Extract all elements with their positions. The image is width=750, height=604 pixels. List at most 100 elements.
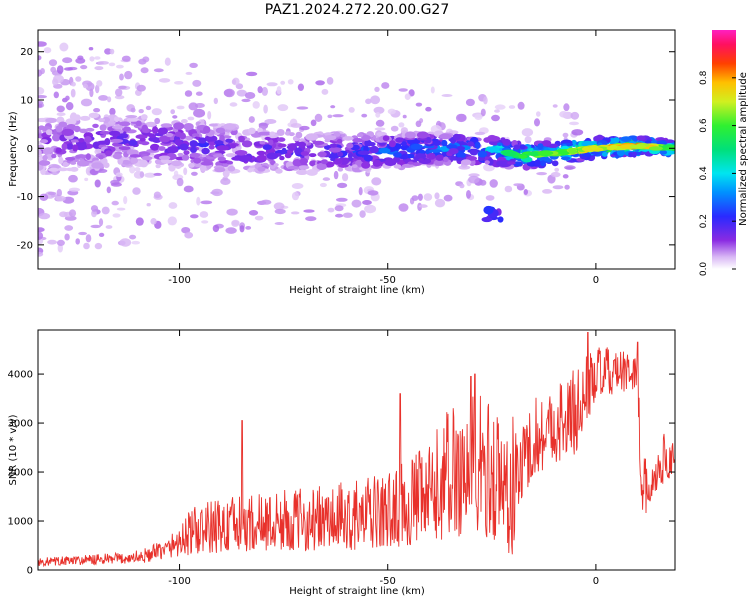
snr-x-tick-label: -50 (380, 576, 396, 587)
heatmap-ridge-cell (477, 150, 488, 158)
snr-y-tick-label: 4000 (8, 370, 33, 381)
heatmap-noise-cell (129, 234, 137, 240)
figure-title: PAZ1.2024.272.20.00.G27 (265, 2, 450, 18)
heatmap-ridge-cell (158, 155, 171, 160)
heatmap-ridge-cell (69, 113, 77, 120)
spectrogram-frame (37, 29, 676, 270)
heatmap-ridge-cell (157, 127, 168, 135)
heatmap-ridge-cell (217, 156, 226, 162)
spectrogram-x-label: Height of straight line (km) (289, 285, 425, 296)
heatmap-noise-cell (552, 104, 558, 108)
heatmap-noise-cell (94, 242, 103, 250)
heatmap-ridge-cell (486, 146, 500, 153)
heatmap-ridge-cell (198, 137, 207, 144)
heatmap-noise-cell (134, 167, 141, 172)
heatmap-noise-cell (425, 106, 432, 112)
heatmap-noise-cell (273, 202, 285, 211)
heatmap-noise-cell (119, 238, 132, 247)
heatmap-ridge-cell (181, 154, 190, 161)
heatmap-ridge-cell (175, 131, 182, 137)
heatmap-noise-cell (107, 96, 112, 103)
heatmap-ridge-cell (52, 134, 61, 142)
heatmap-ridge-cell (208, 144, 215, 150)
heatmap-ridge-cell (145, 121, 157, 127)
heatmap-ridge-cell (441, 139, 448, 147)
heatmap-noise-cell (374, 127, 386, 131)
snr-frame (37, 329, 676, 571)
heatmap-ridge-cell (298, 165, 310, 170)
heatmap-noise-cell (260, 199, 272, 205)
heatmap-ridge-cell (188, 163, 195, 168)
heatmap-noise-cell (494, 104, 506, 110)
heatmap-noise-cell (287, 79, 294, 85)
heatmap-noise-cell (332, 114, 344, 118)
heatmap-noise-cell (335, 197, 348, 202)
heatmap-noise-cell (145, 105, 152, 111)
heatmap-noise-cell (415, 102, 423, 107)
heatmap-ridge-cell (276, 129, 285, 136)
heatmap-noise-cell (64, 225, 74, 231)
heatmap-noise-cell (200, 200, 213, 205)
heatmap-noise-cell (213, 97, 218, 105)
heatmap-noise-cell (98, 218, 104, 227)
heatmap-noise-cell (342, 212, 353, 218)
heatmap-ridge-cell (141, 156, 153, 161)
heatmap-ridge-cell (79, 115, 91, 121)
heatmap-ridge-cell (66, 143, 74, 150)
heatmap-ridge-cell (590, 151, 600, 155)
heatmap-ridge-cell (189, 152, 201, 158)
heatmap-noise-cell (56, 239, 65, 246)
heatmap-noise-cell (112, 213, 121, 218)
heatmap-ridge-cell (85, 153, 91, 161)
heatmap-noise-cell (564, 184, 570, 190)
heatmap-ridge-cell (212, 154, 225, 158)
heatmap-noise-cell (443, 194, 453, 202)
heatmap-ridge-cell (410, 143, 423, 150)
spectrogram-heatmap (38, 41, 675, 257)
heatmap-noise-cell (554, 167, 560, 172)
heatmap-noise-cell (140, 67, 149, 74)
heatmap-ridge-cell (287, 165, 300, 170)
heatmap-noise-cell (75, 57, 86, 64)
heatmap-ridge-cell (287, 143, 297, 152)
heatmap-noise-cell (101, 206, 110, 215)
heatmap-ridge-cell (75, 154, 81, 159)
heatmap-ridge-cell (165, 132, 174, 138)
heatmap-ridge-cell (77, 159, 90, 167)
heatmap-noise-cell (199, 211, 209, 218)
heatmap-ridge-cell (193, 157, 202, 164)
heatmap-noise-cell (365, 98, 372, 105)
heatmap-noise-cell (167, 216, 177, 226)
heatmap-ridge-cell (631, 151, 637, 158)
heatmap-noise-cell (239, 225, 245, 233)
heatmap-noise-cell (423, 193, 433, 201)
heatmap-noise-cell (375, 119, 385, 127)
heatmap-ridge-cell (191, 133, 200, 137)
heatmap-noise-cell (523, 189, 528, 195)
heatmap-noise-cell (138, 58, 147, 65)
heatmap-noise-cell (517, 101, 525, 110)
heatmap-ridge-cell (401, 141, 407, 147)
heatmap-ridge-cell (214, 167, 226, 173)
heatmap-noise-cell (131, 240, 140, 245)
heatmap-ridge-cell (112, 153, 122, 160)
heatmap-noise-cell (342, 173, 349, 182)
heatmap-ridge-cell (411, 162, 422, 167)
heatmap-ridge-cell (581, 152, 592, 157)
heatmap-ridge-cell (273, 163, 279, 167)
heatmap-noise-cell (158, 78, 171, 83)
heatmap-ridge-cell (384, 159, 397, 167)
heatmap-noise-cell (417, 193, 423, 201)
heatmap-noise-cell (146, 203, 151, 207)
heatmap-noise-cell (38, 95, 47, 99)
heatmap-ridge-cell (39, 139, 49, 144)
heatmap-noise-cell (104, 48, 112, 55)
heatmap-ridge-cell (347, 152, 353, 159)
heatmap-ridge-cell (122, 126, 131, 132)
heatmap-noise-cell (441, 94, 453, 97)
heatmap-noise-cell (75, 76, 82, 82)
heatmap-noise-cell (241, 98, 251, 103)
heatmap-noise-cell (337, 182, 348, 189)
heatmap-noise-cell (370, 95, 381, 105)
